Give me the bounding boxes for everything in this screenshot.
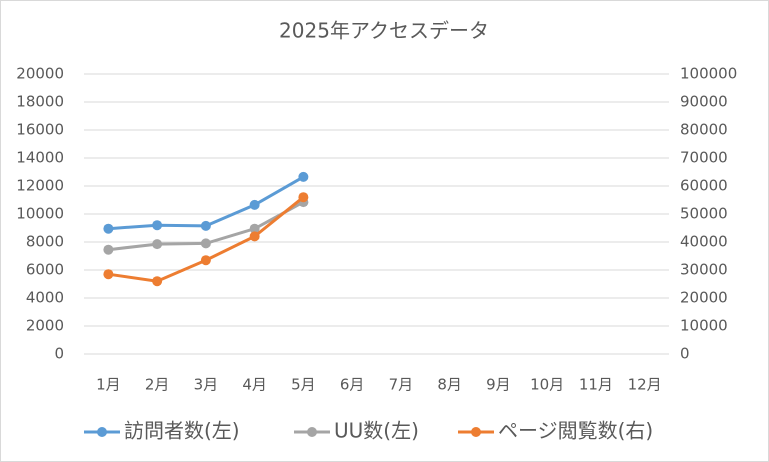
y2-tick-label: 0 bbox=[680, 345, 690, 363]
x-tick-label: 2月 bbox=[145, 376, 170, 394]
data-point bbox=[249, 199, 260, 210]
x-tick-label: 5月 bbox=[291, 376, 316, 394]
y2-tick-label: 60000 bbox=[680, 177, 728, 195]
data-point bbox=[249, 223, 260, 234]
y2-tick-label: 70000 bbox=[680, 149, 728, 167]
legend-marker bbox=[97, 427, 107, 437]
y-tick-label: 20000 bbox=[16, 65, 64, 83]
x-tick-label: 7月 bbox=[389, 376, 414, 394]
data-point bbox=[200, 238, 211, 249]
y-tick-label: 4000 bbox=[26, 289, 64, 307]
legend-marker bbox=[471, 427, 481, 437]
data-point bbox=[103, 269, 114, 280]
y2-tick-label: 100000 bbox=[680, 65, 737, 83]
y-tick-label: 12000 bbox=[16, 177, 64, 195]
y-tick-label: 16000 bbox=[16, 121, 64, 139]
y-tick-label: 6000 bbox=[26, 261, 64, 279]
data-point bbox=[103, 244, 114, 255]
chart-title: 2025年アクセスデータ bbox=[279, 19, 489, 43]
y2-tick-label: 30000 bbox=[680, 261, 728, 279]
y-tick-label: 14000 bbox=[16, 149, 64, 167]
y-tick-label: 0 bbox=[54, 345, 64, 363]
data-point bbox=[298, 192, 309, 203]
data-point bbox=[152, 276, 163, 287]
y-tick-label: 18000 bbox=[16, 93, 64, 111]
y2-tick-label: 20000 bbox=[680, 289, 728, 307]
x-tick-label: 1月 bbox=[96, 376, 121, 394]
x-tick-label: 3月 bbox=[194, 376, 219, 394]
legend-label: 訪問者数(左) bbox=[124, 419, 240, 443]
x-tick-label: 6月 bbox=[340, 376, 365, 394]
x-tick-label: 10月 bbox=[530, 376, 564, 394]
data-point bbox=[200, 255, 211, 266]
data-point bbox=[249, 231, 260, 242]
x-tick-label: 11月 bbox=[579, 376, 613, 394]
y-tick-label: 8000 bbox=[26, 233, 64, 251]
x-tick-label: 12月 bbox=[628, 376, 662, 394]
legend-label: UU数(左) bbox=[334, 419, 419, 443]
y2-tick-label: 10000 bbox=[680, 317, 728, 335]
y2-tick-label: 80000 bbox=[680, 121, 728, 139]
x-tick-label: 8月 bbox=[437, 376, 462, 394]
y2-tick-label: 50000 bbox=[680, 205, 728, 223]
y2-tick-label: 40000 bbox=[680, 233, 728, 251]
legend-marker bbox=[307, 427, 317, 437]
data-point bbox=[152, 239, 163, 250]
data-point bbox=[298, 171, 309, 182]
x-tick-label: 4月 bbox=[242, 376, 267, 394]
y-tick-label: 2000 bbox=[26, 317, 64, 335]
y-tick-label: 10000 bbox=[16, 205, 64, 223]
legend-label: ページ閲覧数(右) bbox=[498, 419, 653, 443]
data-point bbox=[152, 220, 163, 231]
y2-tick-label: 90000 bbox=[680, 93, 728, 111]
x-tick-label: 9月 bbox=[486, 376, 511, 394]
data-point bbox=[103, 223, 114, 234]
data-point bbox=[200, 220, 211, 231]
